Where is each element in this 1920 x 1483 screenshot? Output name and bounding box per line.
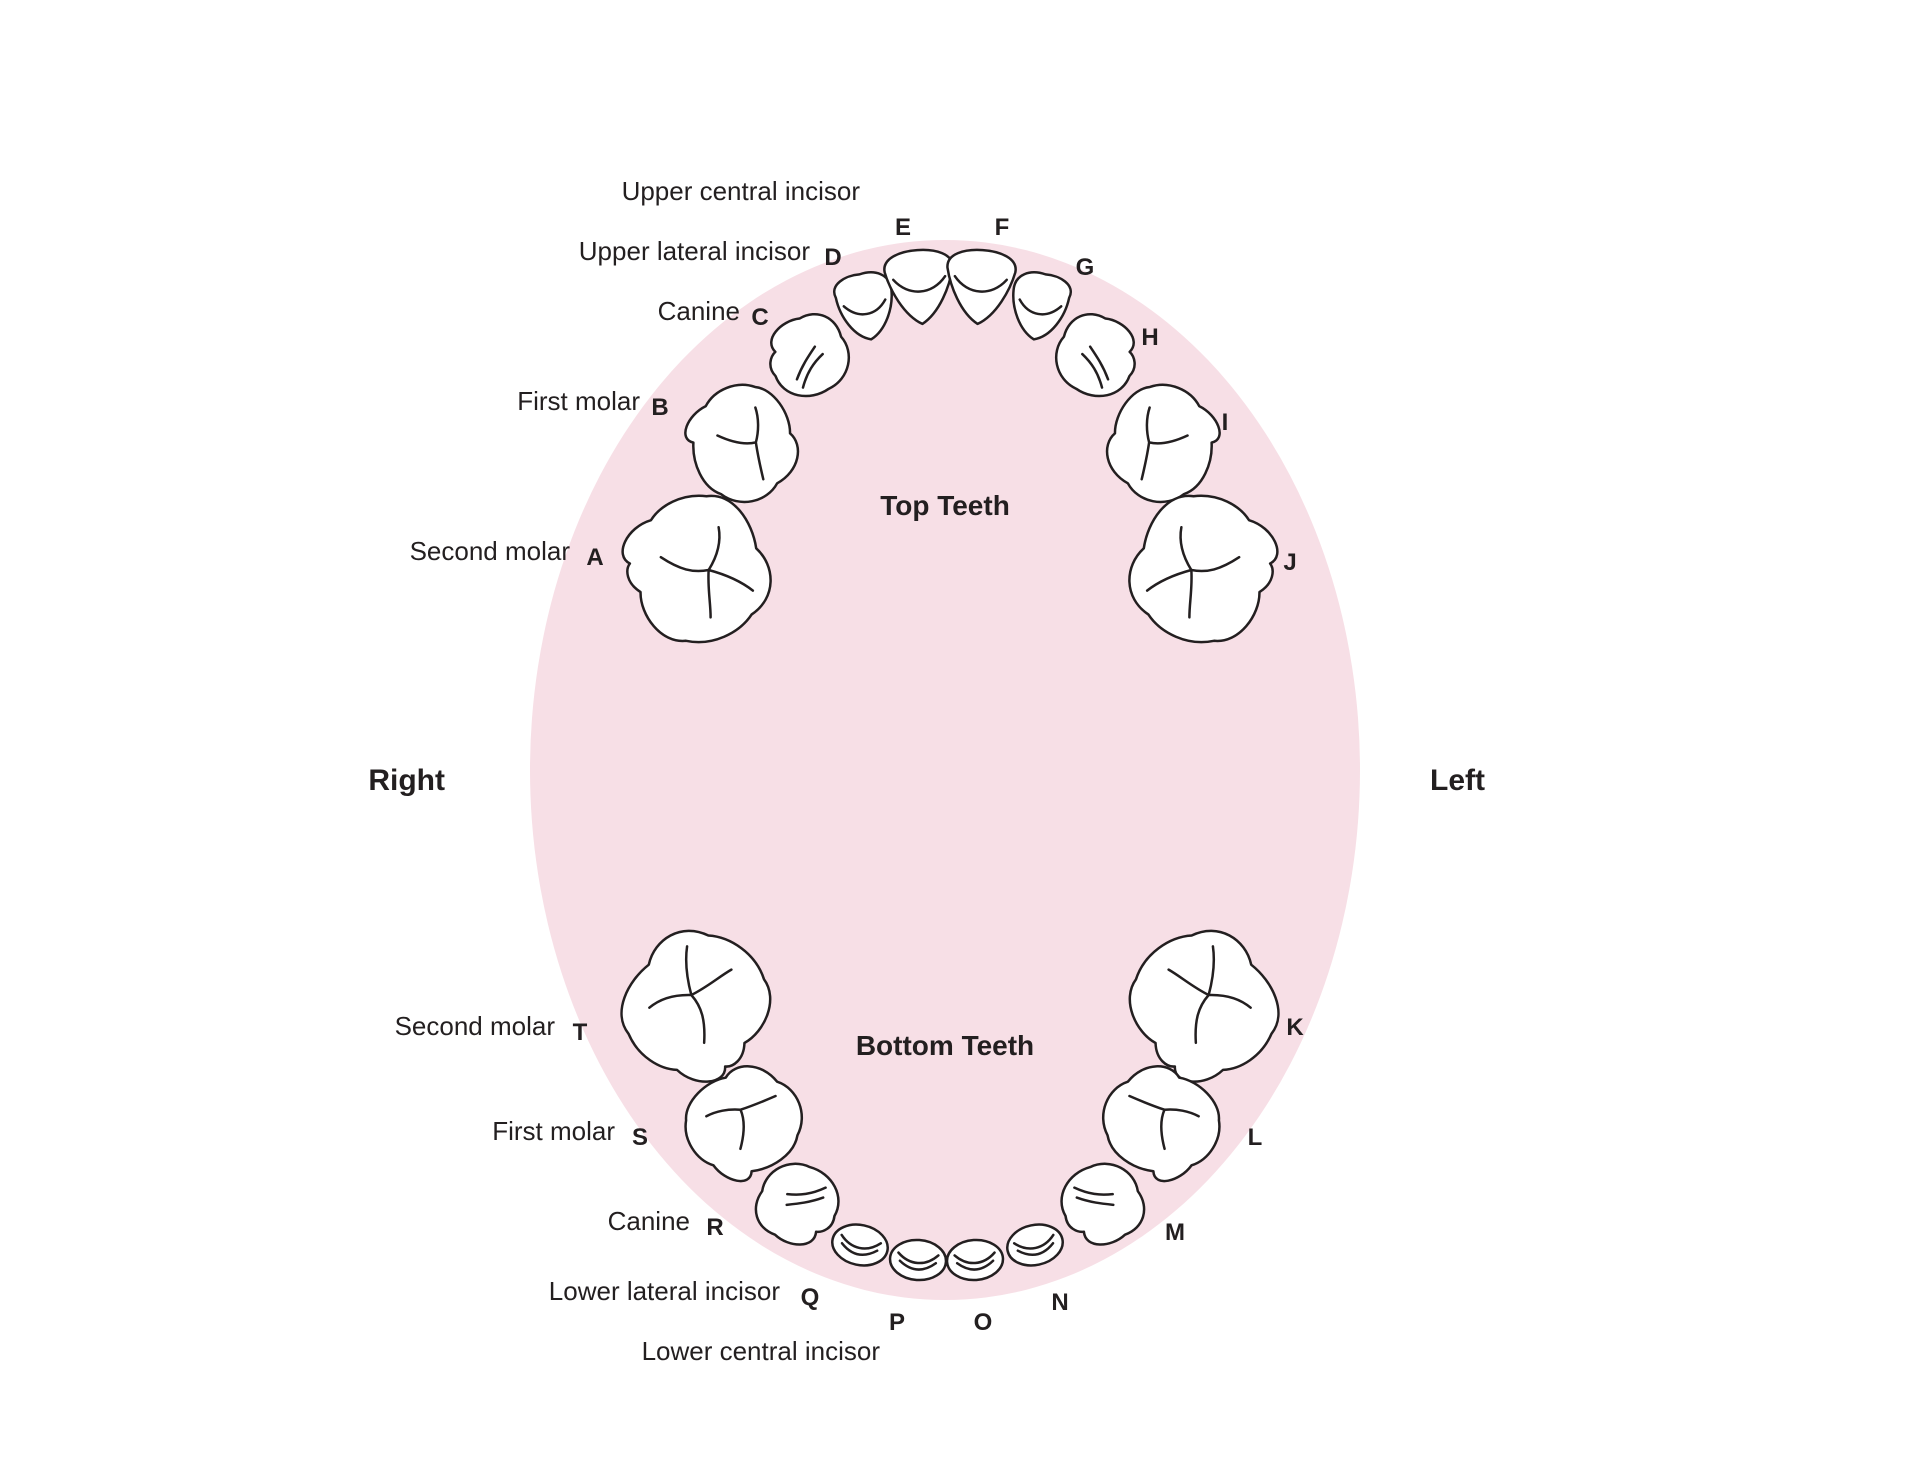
tooth-type-label: First molar — [492, 1116, 615, 1146]
tooth-letter: B — [651, 394, 668, 421]
tooth-type-label: Second molar — [410, 536, 571, 566]
tooth-letter: E — [895, 214, 911, 241]
tooth-letter: K — [1286, 1014, 1304, 1041]
tooth-type-label: Canine — [658, 296, 740, 326]
tooth-letter: G — [1076, 254, 1095, 281]
tooth-type-label: Second molar — [395, 1011, 556, 1041]
top-teeth-label: Top Teeth — [880, 490, 1010, 521]
tooth-letter: N — [1051, 1289, 1068, 1316]
tooth-letter: T — [573, 1019, 588, 1046]
tooth-letter: S — [632, 1124, 648, 1151]
left-side-label: Left — [1430, 764, 1485, 797]
tooth-type-label: Upper central incisor — [622, 176, 861, 206]
tooth-letter: F — [995, 214, 1010, 241]
tooth-letter: J — [1283, 549, 1296, 576]
tooth-letter: C — [751, 304, 768, 331]
tooth-letter: A — [586, 544, 603, 571]
tooth-type-label: First molar — [517, 386, 640, 416]
tooth-letter: Q — [801, 1284, 820, 1311]
tooth-type-label: Canine — [608, 1206, 690, 1236]
tooth-letter: L — [1248, 1124, 1263, 1151]
right-side-label: Right — [368, 764, 445, 797]
tooth-letter: I — [1222, 409, 1229, 436]
tooth-letter: P — [889, 1309, 905, 1336]
tooth-letter: R — [706, 1214, 723, 1241]
tooth-type-label: Lower central incisor — [642, 1336, 881, 1366]
primary-teeth-diagram: A B C D E F G H I J K L M N O P Q R S T Top Teeth Bottom Teet… — [0, 0, 1920, 1483]
tooth-letter: D — [824, 244, 841, 271]
bottom-teeth-label: Bottom Teeth — [856, 1030, 1034, 1061]
tooth-type-label: Lower lateral incisor — [549, 1276, 781, 1306]
tooth-letter: O — [974, 1309, 993, 1336]
tooth-letter: M — [1165, 1219, 1185, 1246]
tooth-letter: H — [1141, 324, 1158, 351]
tooth-type-label: Upper lateral incisor — [579, 236, 811, 266]
